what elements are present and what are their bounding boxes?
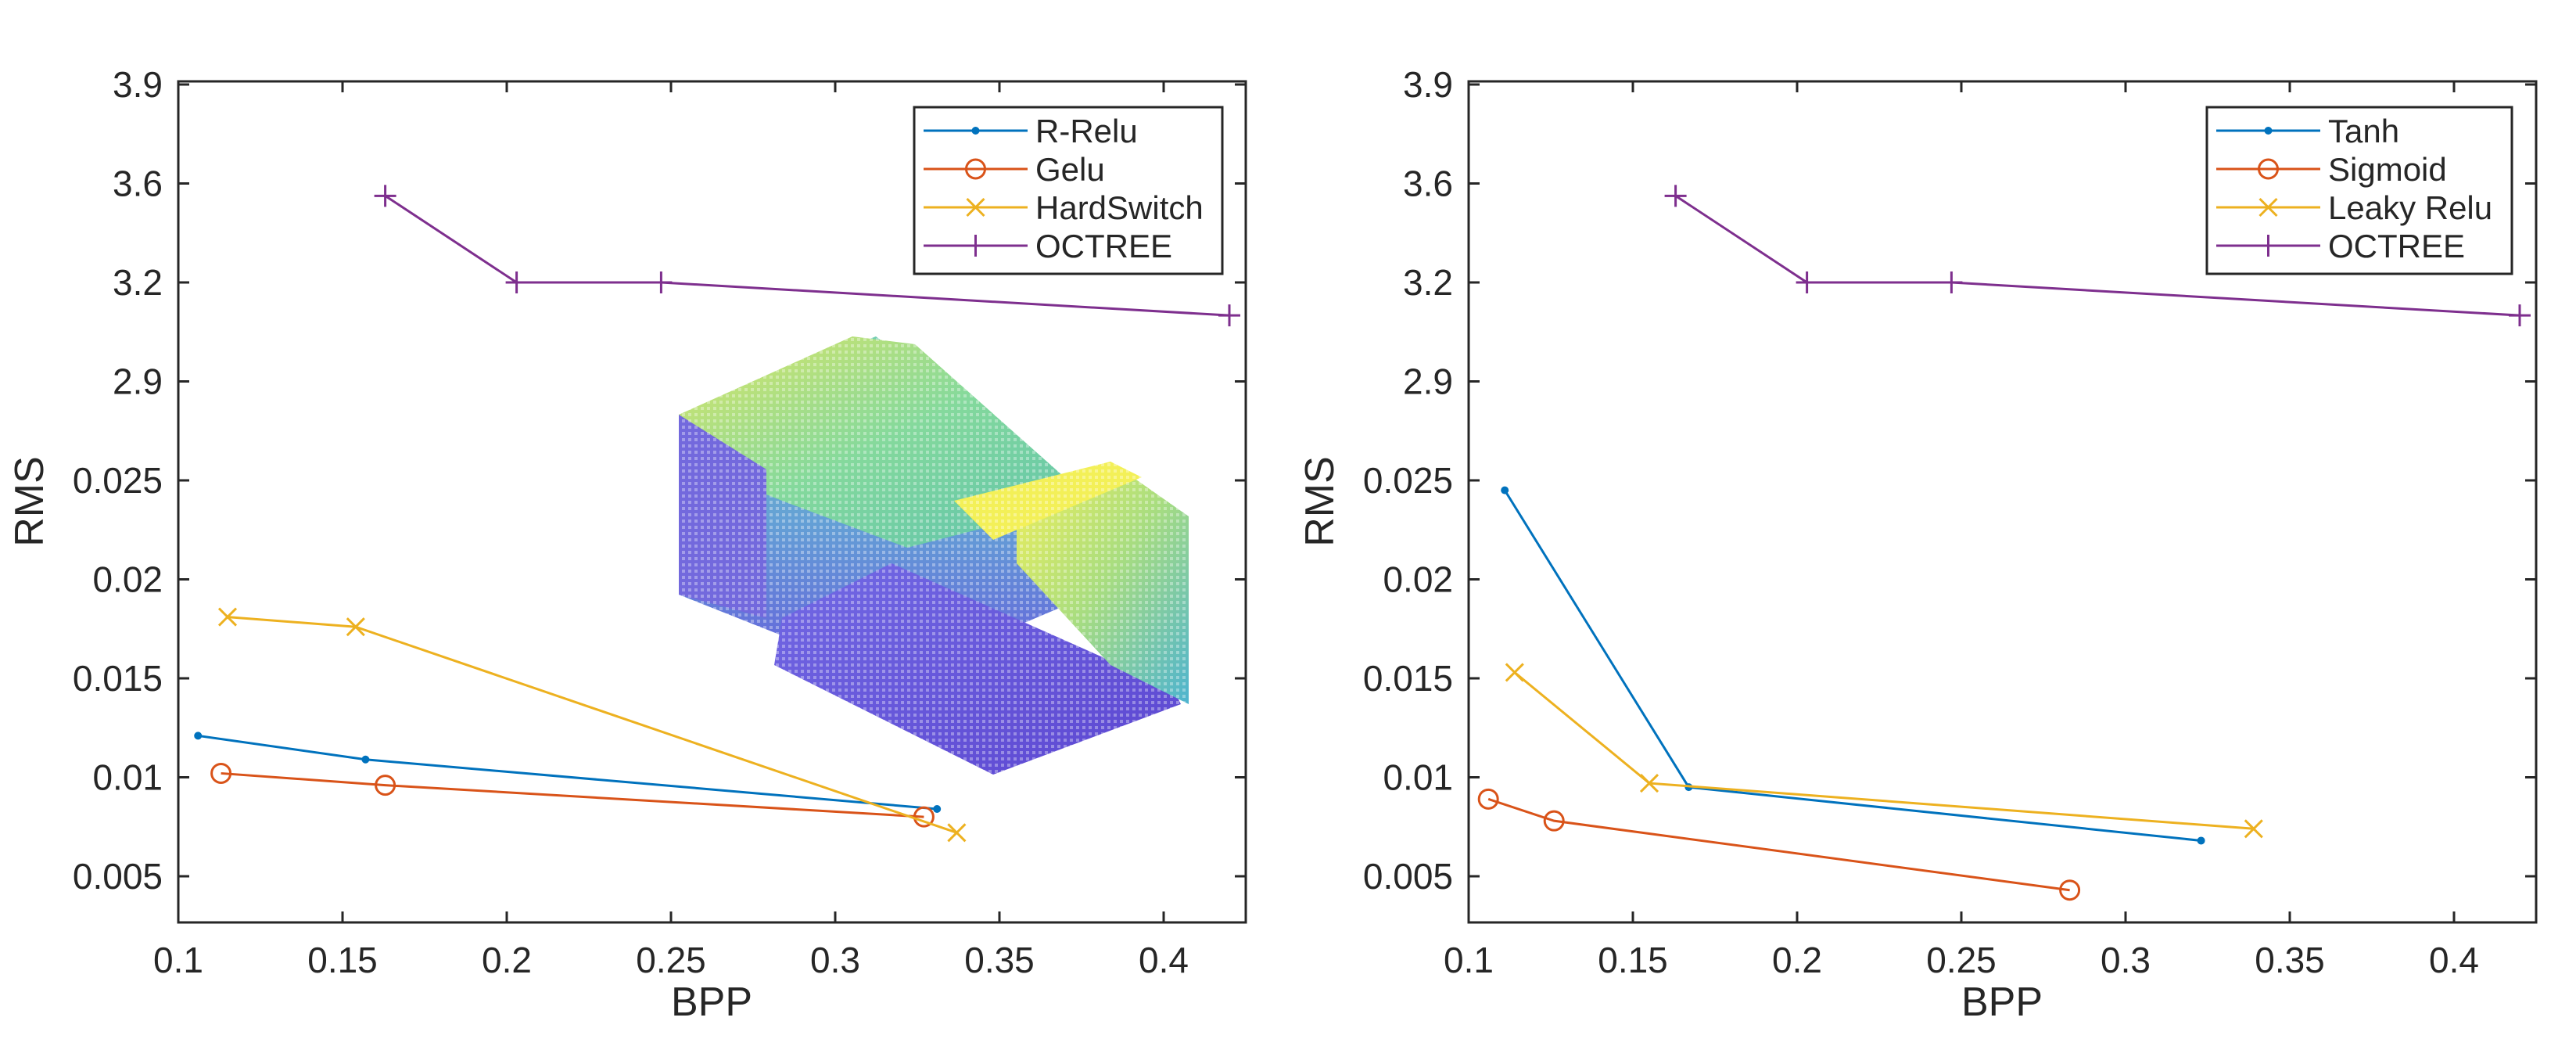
- y-tick-label: 3.2: [113, 262, 163, 303]
- legend-label-octree: OCTREE: [1035, 228, 1172, 264]
- y-axis-label: RMS: [1297, 456, 1343, 547]
- legend-marker-octree: [2257, 235, 2280, 257]
- legend-marker-sigmoid: [2258, 158, 2279, 180]
- data-point-leaky-relu: [1639, 774, 1659, 793]
- x-tick-label: 0.25: [636, 940, 706, 980]
- data-point-hardswitch: [217, 607, 238, 627]
- data-point-r-relu: [361, 755, 370, 764]
- legend-marker-hardswitch: [966, 197, 985, 218]
- data-point-octree: [650, 271, 673, 293]
- y-tick-label: 0.02: [1383, 559, 1453, 600]
- data-point-hardswitch: [947, 823, 967, 843]
- y-tick-label: 0.025: [1363, 460, 1453, 501]
- data-point-sigmoid: [1543, 810, 1565, 832]
- x-tick-label: 0.35: [964, 940, 1035, 980]
- x-tick-label: 0.3: [810, 940, 860, 980]
- data-point-r-relu: [194, 732, 203, 740]
- data-point-tanh: [1501, 486, 1509, 494]
- y-tick-label: 3.6: [113, 164, 163, 204]
- y-tick-label: 3.9: [1403, 64, 1453, 105]
- series-layer: [1477, 185, 2531, 901]
- data-point-leaky-relu: [1505, 663, 1524, 682]
- legend-label-sigmoid: Sigmoid: [2328, 151, 2447, 188]
- point-cloud-image: [679, 336, 1189, 775]
- series-line-gelu: [221, 771, 924, 818]
- x-tick-label: 0.2: [1772, 940, 1822, 980]
- y-tick-label: 2.9: [113, 361, 163, 402]
- y-tick-label: 3.2: [1403, 262, 1453, 303]
- legend-marker-r-relu: [971, 127, 980, 135]
- y-tick-label: 0.005: [1363, 856, 1453, 897]
- axes-box: [177, 80, 1247, 924]
- series-line-octree: [384, 195, 1230, 317]
- legend-label-octree: OCTREE: [2328, 228, 2465, 264]
- y-tick-label: 0.01: [92, 757, 163, 798]
- y-ticks: 0.005 0.01 0.015 0.02 0.025 2.9 3.2 3.6 3.9: [1363, 64, 2536, 897]
- series-line-octree: [1674, 195, 2520, 317]
- x-tick-label: 0.1: [153, 940, 203, 980]
- y-tick-label: 0.02: [92, 559, 163, 600]
- x-tick-label: 0.2: [482, 940, 532, 980]
- data-point-r-relu: [933, 804, 942, 813]
- legend-label-r-relu: R-Relu: [1035, 113, 1138, 149]
- y-tick-label: 3.6: [1403, 164, 1453, 204]
- series-line-sigmoid: [1487, 797, 2070, 892]
- axes-box: [1467, 80, 2538, 924]
- x-tick-label: 0.4: [1139, 940, 1189, 980]
- data-point-sigmoid: [2059, 879, 2081, 901]
- data-point-tanh: [2197, 836, 2205, 845]
- data-point-gelu: [210, 762, 232, 784]
- y-tick-label: 0.005: [73, 856, 163, 897]
- data-point-gelu: [913, 806, 935, 828]
- legend-marker-leaky-relu: [2258, 197, 2278, 218]
- x-tick-label: 0.15: [1598, 940, 1668, 980]
- y-axis-label: RMS: [7, 456, 52, 547]
- x-axis-label: BPP: [671, 980, 752, 1025]
- data-point-octree: [1940, 271, 1963, 293]
- legend-label-tanh: Tanh: [2328, 113, 2399, 149]
- data-point-octree: [2509, 304, 2531, 327]
- right-chart-panel: 0.1 0.15 0.2 0.25 0.3 0.35 0.4 0.0050.010.0150…: [1297, 64, 2538, 1025]
- y-tick-label: 0.025: [73, 460, 163, 501]
- x-tick-label: 0.4: [2429, 940, 2479, 980]
- legend-label-gelu: Gelu: [1035, 151, 1105, 188]
- data-point-octree: [505, 271, 528, 293]
- left-chart-panel: 0.1 0.15 0.2 0.25 0.3 0.35 0.4 0.0050.010.0150…: [7, 64, 1247, 1025]
- data-point-octree: [1796, 271, 1818, 293]
- data-point-hardswitch: [346, 617, 365, 637]
- legend-marker-gelu: [965, 158, 986, 180]
- data-point-octree: [374, 185, 396, 207]
- legend-label-hardswitch: HardSwitch: [1035, 189, 1204, 226]
- x-tick-label: 0.15: [307, 940, 378, 980]
- x-tick-label: 0.1: [1444, 940, 1494, 980]
- x-ticks: 0.1 0.15 0.2 0.25 0.3 0.35 0.4: [1444, 81, 2479, 980]
- y-tick-label: 2.9: [1403, 361, 1453, 402]
- y-ticks: 0.005 0.01 0.015 0.02 0.025 2.9 3.2 3.6 3.9: [73, 64, 1246, 897]
- x-axis-label: BPP: [1961, 980, 2043, 1025]
- x-tick-label: 0.25: [1926, 940, 1997, 980]
- y-tick-label: 0.01: [1383, 757, 1453, 798]
- data-point-octree: [1218, 304, 1240, 327]
- legend-marker-tanh: [2264, 127, 2273, 135]
- legend-label-leaky-relu: Leaky Relu: [2328, 189, 2492, 226]
- data-point-gelu: [375, 775, 396, 796]
- data-point-leaky-relu: [2244, 819, 2263, 839]
- y-tick-label: 3.9: [113, 64, 163, 105]
- x-tick-label: 0.35: [2255, 940, 2325, 980]
- x-ticks: 0.1 0.15 0.2 0.25 0.3 0.35 0.4: [153, 81, 1189, 980]
- y-tick-label: 0.015: [1363, 658, 1453, 699]
- x-tick-label: 0.3: [2101, 940, 2151, 980]
- series-layer: [194, 185, 1240, 843]
- data-point-sigmoid: [1477, 788, 1499, 810]
- legend-marker-octree: [964, 235, 987, 257]
- data-point-octree: [1664, 185, 1687, 207]
- y-tick-label: 0.015: [73, 658, 163, 699]
